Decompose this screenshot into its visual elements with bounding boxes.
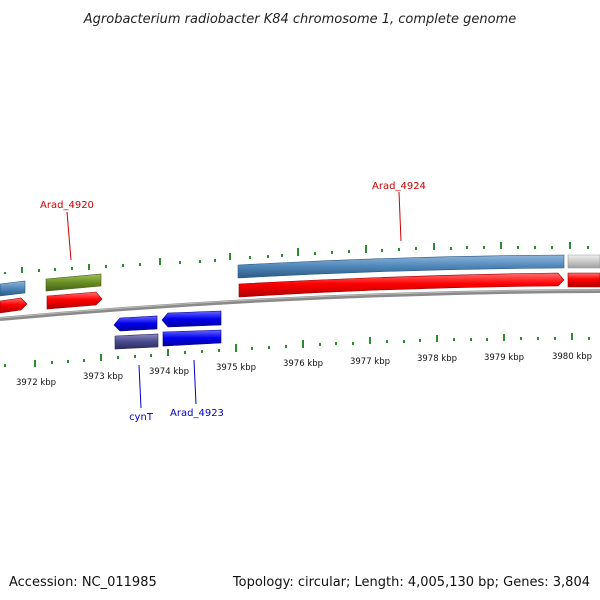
gene-label-arad4923[interactable]: Arad_4923 bbox=[170, 359, 224, 419]
feature-cynt[interactable] bbox=[114, 333, 159, 350]
scale-tick-label: 3974 kbp bbox=[149, 367, 189, 377]
gene-label-text[interactable]: Arad_4920 bbox=[40, 200, 94, 211]
gene-arad4920[interactable] bbox=[46, 291, 103, 310]
gene-label-text[interactable]: cynT bbox=[129, 412, 154, 423]
gene-label-arad4924[interactable]: Arad_4924 bbox=[372, 181, 426, 242]
feature-arad4923[interactable] bbox=[162, 329, 222, 347]
feature-arad4924[interactable] bbox=[237, 254, 565, 279]
feature-partial-left bbox=[0, 280, 26, 297]
backbone-highlight bbox=[0, 289, 600, 319]
lower-tick-track bbox=[4, 333, 590, 367]
chromosome-backbone bbox=[0, 289, 600, 321]
gene-label-text[interactable]: Arad_4923 bbox=[170, 408, 224, 419]
scale-tick-label: 3975 kbp bbox=[216, 363, 256, 373]
scale-tick-label: 3976 kbp bbox=[283, 359, 323, 369]
scale-tick-label: 3977 kbp bbox=[350, 357, 390, 367]
scale-tick-label: 3972 kbp bbox=[16, 378, 56, 388]
scale-tick-label: 3979 kbp bbox=[484, 353, 524, 363]
gene-label-cynt[interactable]: cynT bbox=[129, 364, 154, 423]
gene-label-arad4920[interactable]: Arad_4920 bbox=[40, 200, 94, 261]
gene-partial-left bbox=[0, 297, 28, 314]
scale-labels: 3972 kbp 3973 kbp 3974 kbp 3975 kbp 3976… bbox=[16, 352, 592, 388]
gene-cynt[interactable] bbox=[113, 315, 158, 332]
scale-tick-label: 3973 kbp bbox=[83, 372, 123, 382]
map-title: Agrobacterium radiobacter K84 chromosome… bbox=[83, 12, 516, 27]
scale-tick-label: 3978 kbp bbox=[417, 354, 457, 364]
feature-arad4920[interactable] bbox=[45, 273, 102, 292]
gene-arad4924[interactable] bbox=[238, 272, 565, 298]
reverse-strand bbox=[113, 310, 222, 350]
feature-partial-right bbox=[567, 254, 600, 269]
gene-partial-right bbox=[567, 272, 600, 288]
forward-strand bbox=[0, 254, 600, 314]
scale-tick-label: 3980 kbp bbox=[552, 352, 592, 362]
gene-arad4923[interactable] bbox=[161, 310, 222, 328]
accession-text: Accession: NC_011985 bbox=[9, 575, 157, 590]
genome-summary-text: Topology: circular; Length: 4,005,130 bp… bbox=[232, 575, 590, 590]
upper-tick-track bbox=[4, 242, 589, 274]
gene-label-text[interactable]: Arad_4924 bbox=[372, 181, 426, 192]
